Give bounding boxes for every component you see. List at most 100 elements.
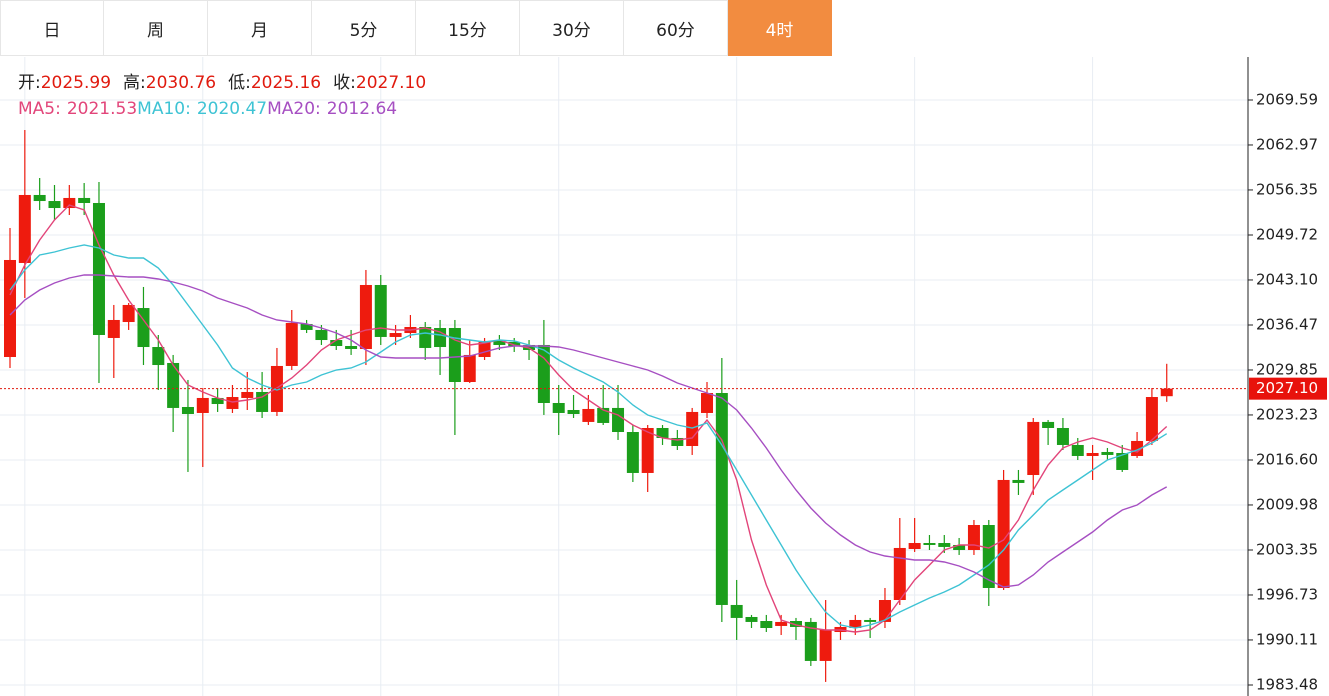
candle-body xyxy=(671,437,684,446)
period-tab[interactable]: 5分 xyxy=(312,0,416,56)
candle-body xyxy=(701,393,714,413)
candle-body xyxy=(1145,397,1158,441)
candle-body xyxy=(48,201,61,209)
candle-body xyxy=(656,427,669,438)
candle-body xyxy=(389,333,402,337)
ma-value: 2021.53 xyxy=(66,99,138,119)
period-tab[interactable]: 15分 xyxy=(416,0,520,56)
candle-body xyxy=(359,284,372,349)
y-tick-label: 1996.73 xyxy=(1256,585,1318,603)
ohlc-value: 2030.76 xyxy=(145,73,217,93)
ohlc-info: 开:2025.99 高:2030.76 低:2025.16 收:2027.10 MA5… xyxy=(18,70,438,122)
ohlc-label: 开: xyxy=(18,73,41,93)
y-tick-label: 2043.10 xyxy=(1256,270,1318,288)
ohlc-label: 高: xyxy=(123,73,146,93)
candle-body xyxy=(152,347,165,366)
period-tabs: 日周月 5分 15分 30分 60分 4时 xyxy=(0,0,832,57)
candle-body xyxy=(345,345,358,349)
candle-body xyxy=(567,409,580,415)
y-tick-label: 2062.97 xyxy=(1256,135,1318,153)
y-tick-label: 2029.85 xyxy=(1256,360,1318,378)
candle-body xyxy=(493,340,506,345)
candle-body xyxy=(953,544,966,551)
candle-body xyxy=(864,619,877,622)
period-tab[interactable]: 日 xyxy=(0,0,104,56)
ma-legend-item: MA20: 2012.64 xyxy=(267,99,397,119)
candle-body xyxy=(1086,452,1099,456)
candle-body xyxy=(1027,421,1040,476)
y-tick-label: 2023.23 xyxy=(1256,405,1318,423)
candle-body xyxy=(508,341,521,346)
candle-body xyxy=(775,621,788,626)
candle-body xyxy=(1160,388,1173,397)
ohlc-label: 低: xyxy=(228,73,251,93)
candle-body xyxy=(1131,440,1144,456)
y-tick-label: 1990.11 xyxy=(1256,630,1318,648)
period-tab[interactable]: 月 xyxy=(208,0,312,56)
candle-body xyxy=(300,323,313,330)
candle-body xyxy=(78,197,91,203)
period-tab[interactable]: 周 xyxy=(104,0,208,56)
candle-body xyxy=(612,407,625,433)
last-price-box xyxy=(1249,377,1327,400)
candle-body xyxy=(789,620,802,627)
candle-body xyxy=(923,543,936,545)
candle-body xyxy=(4,259,16,358)
candle-body xyxy=(122,304,135,323)
candle-body xyxy=(196,397,209,413)
ma-legend-item: MA5: 2021.53 xyxy=(18,99,137,119)
ohlc-row: 开:2025.99 高:2030.76 低:2025.16 收:2027.10 xyxy=(18,70,438,96)
candle-body xyxy=(715,393,728,605)
last-price-label: 2027.10 xyxy=(1256,379,1318,397)
ma-line xyxy=(9,244,1168,629)
y-tick-label: 2069.59 xyxy=(1256,91,1318,109)
ma-line xyxy=(9,204,1168,633)
period-tab[interactable]: 60分 xyxy=(624,0,728,56)
candle-body xyxy=(1012,479,1025,483)
candle-body xyxy=(1071,444,1084,456)
candle-body xyxy=(167,362,180,408)
candle-body xyxy=(330,340,343,346)
y-tick-label: 2009.98 xyxy=(1256,495,1318,513)
candle-body xyxy=(63,197,76,209)
ohlc-value: 2025.16 xyxy=(250,73,322,93)
candle-body xyxy=(374,284,387,337)
candle-body xyxy=(107,319,120,338)
period-tab[interactable]: 4时 xyxy=(728,0,832,56)
candle-body xyxy=(448,327,461,383)
y-tick-label: 2056.35 xyxy=(1256,180,1318,198)
candle-body xyxy=(1116,452,1129,470)
period-tab[interactable]: 30分 xyxy=(520,0,624,56)
candle-body xyxy=(552,402,565,413)
candle-body xyxy=(463,354,476,383)
candle-body xyxy=(730,604,743,618)
ohlc-label: 收: xyxy=(333,73,356,93)
candle-body xyxy=(241,391,254,398)
candle-body xyxy=(18,194,31,263)
candle-body xyxy=(582,408,595,422)
candle-body xyxy=(819,629,832,661)
candle-body xyxy=(997,479,1010,588)
ohlc-value: 2025.99 xyxy=(40,73,112,93)
ma-legend: MA5: 2021.53MA10: 2020.47MA20: 2012.64 xyxy=(18,96,438,122)
candle-body xyxy=(804,621,817,661)
candle-body xyxy=(908,543,921,549)
candle-body xyxy=(285,322,298,366)
y-tick-label: 1983.48 xyxy=(1256,675,1318,693)
candle-body xyxy=(137,308,150,348)
candle-body xyxy=(878,600,891,622)
ma-value: 2020.47 xyxy=(196,99,268,119)
candle-body xyxy=(211,397,224,405)
candle-body xyxy=(982,525,995,588)
ma-name: MA5: xyxy=(18,99,61,119)
candle-body xyxy=(1042,421,1055,428)
candle-body xyxy=(181,407,194,415)
ma-name: MA20: xyxy=(267,99,321,119)
candle-body xyxy=(537,344,550,403)
candle-body xyxy=(641,427,654,473)
y-tick-label: 2003.35 xyxy=(1256,541,1318,559)
candle-body xyxy=(745,616,758,622)
y-tick-label: 2036.47 xyxy=(1256,316,1318,334)
